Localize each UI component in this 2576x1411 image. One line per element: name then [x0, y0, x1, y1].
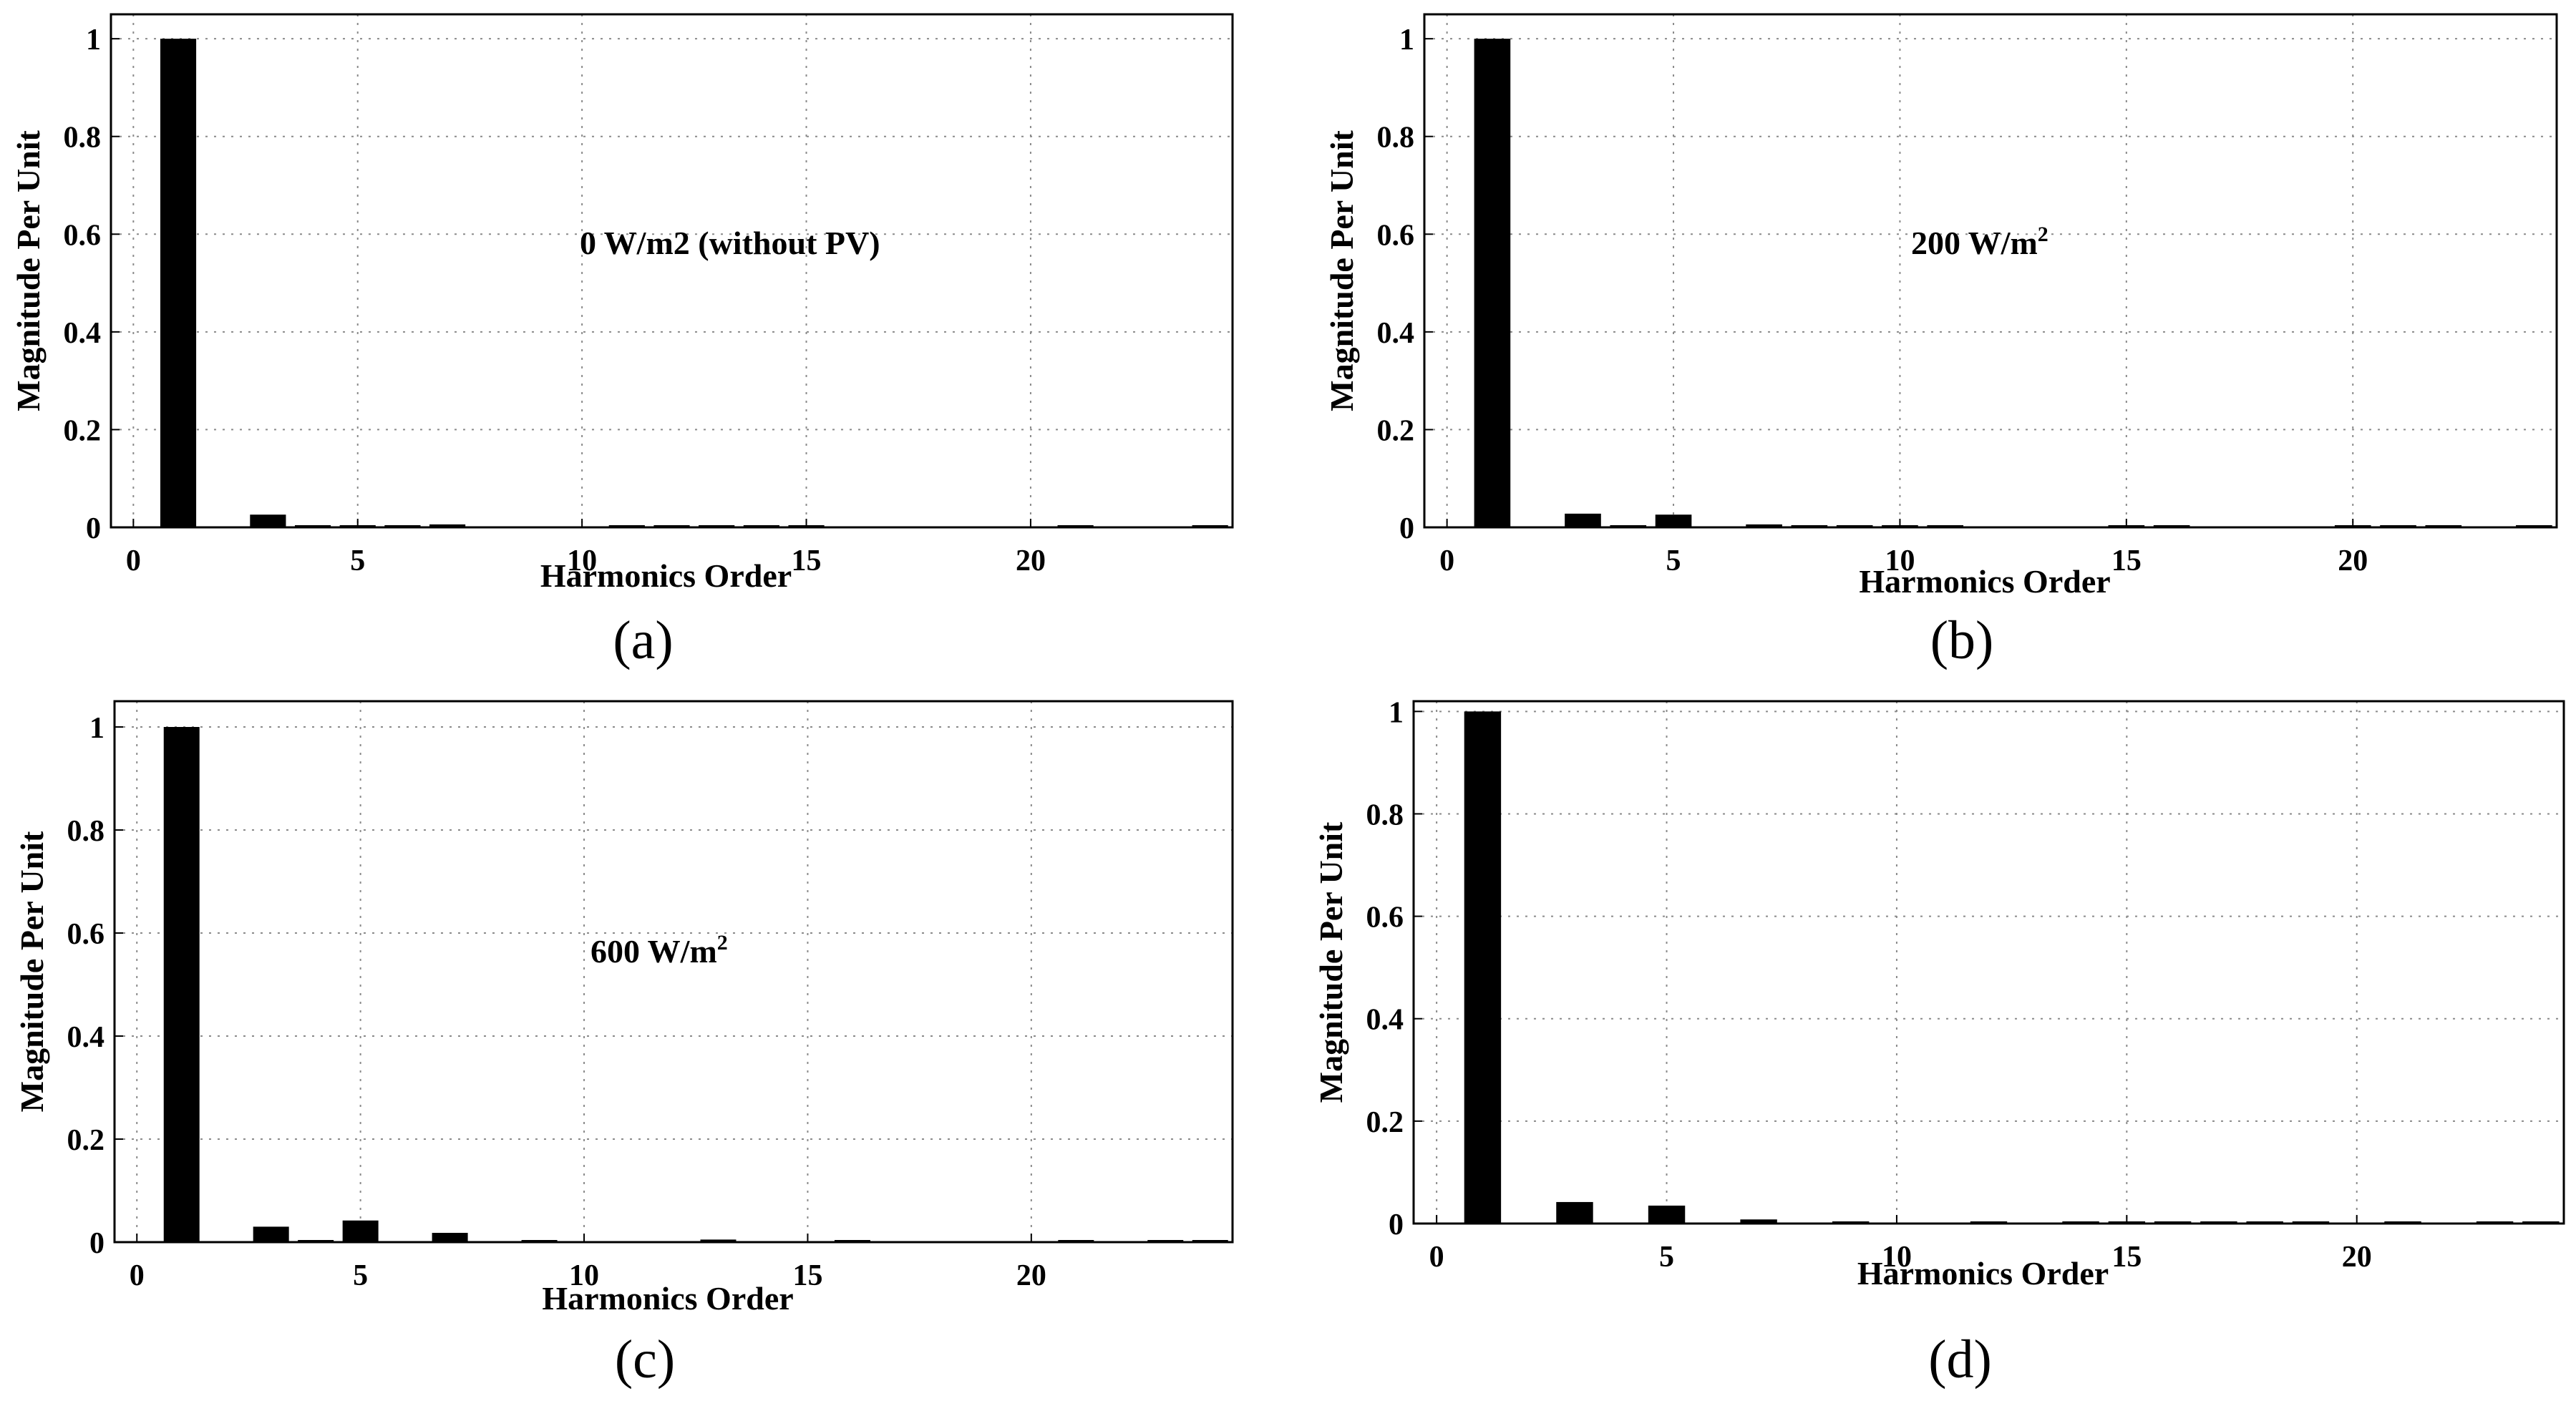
- y-tick-label: 0.6: [1366, 902, 1404, 934]
- y-axis-label: Magnitude Per Unit: [1313, 821, 1349, 1103]
- x-tick-label: 20: [1016, 1259, 1046, 1292]
- y-tick-label: 0.8: [64, 122, 102, 155]
- plot-frame: [110, 13, 1234, 529]
- x-axis-label: Harmonics Order: [1859, 563, 2110, 600]
- x-tick-label: 20: [1016, 545, 1046, 577]
- x-tick-label: 5: [350, 545, 365, 577]
- y-tick-label: 0.2: [67, 1124, 105, 1157]
- x-tick-label: 15: [792, 545, 822, 577]
- bar-harmonic-1: [163, 727, 200, 1242]
- y-tick-label: 0.6: [67, 918, 105, 951]
- y-tick-label: 0.2: [64, 414, 102, 447]
- y-tick-label: 0.8: [67, 815, 105, 848]
- chart-panel-a: 0 5 10 15 20 0 0.2 0.4 0.6 0.8 1 Harmonics Order Mag…: [10, 13, 1234, 670]
- y-tick-label: 0.8: [1377, 122, 1415, 155]
- chart-panel-c: 0 5 10 15 20 0 0.2 0.4 0.6 0.8 1 Harmonics Order Mag…: [14, 700, 1234, 1390]
- irradiance-annotation: 600 W/m2: [590, 931, 728, 970]
- y-tick-label: 0: [86, 512, 101, 545]
- x-tick-label: 0: [1429, 1241, 1444, 1274]
- x-tick-label: 10: [1885, 545, 1915, 577]
- chart-panel-d: 0 5 10 15 20 0 0.2 0.4 0.6 0.8 1 Harmonics Order Mag…: [1313, 696, 2565, 1390]
- y-tick-label: 0.8: [1366, 799, 1404, 831]
- y-tick-label: 1: [86, 24, 101, 57]
- y-tick-label: 0.6: [64, 219, 102, 252]
- y-tick-label: 1: [1389, 696, 1404, 729]
- y-tick-label: 0.4: [1377, 317, 1415, 350]
- y-tick-label: 0.2: [1377, 414, 1415, 447]
- bar-harmonic-1: [160, 39, 197, 527]
- y-axis-label: Magnitude Per Unit: [1323, 130, 1360, 411]
- y-tick-label: 0.2: [1366, 1106, 1404, 1139]
- bar-harmonic-7: [432, 1233, 468, 1242]
- x-tick-label: 5: [1659, 1241, 1674, 1274]
- x-axis-label: Harmonics Order: [540, 557, 792, 594]
- y-tick-label: 1: [1399, 24, 1414, 57]
- y-tick-label: 0.4: [64, 317, 102, 350]
- x-tick-label: 15: [792, 1259, 822, 1292]
- chart-panel-b: 0 5 10 15 20 0 0.2 0.4 0.6 0.8 1 Harmonics Order Mag…: [1323, 13, 2558, 670]
- x-tick-label: 5: [1666, 545, 1681, 577]
- plot-frame: [113, 700, 1234, 1244]
- bar-harmonic-7: [1740, 1219, 1777, 1224]
- y-axis-label: Magnitude Per Unit: [10, 130, 47, 411]
- y-tick-label: 0.4: [67, 1021, 105, 1054]
- y-tick-label: 0: [1399, 512, 1414, 545]
- y-tick-label: 0: [1389, 1209, 1404, 1241]
- bar-harmonic-7: [1746, 524, 1782, 527]
- y-tick-label: 0.4: [1366, 1004, 1404, 1037]
- panel-label: (c): [615, 1329, 675, 1390]
- bar-harmonic-3: [253, 1226, 289, 1242]
- plot-frame: [1412, 700, 2565, 1225]
- x-tick-label: 20: [2338, 545, 2368, 577]
- irradiance-annotation: 0 W/m2 (without PV): [580, 225, 880, 261]
- x-tick-label: 0: [130, 1259, 145, 1292]
- x-tick-label: 10: [1882, 1241, 1912, 1274]
- y-tick-label: 0.6: [1377, 219, 1415, 252]
- bar-harmonic-7: [429, 524, 466, 527]
- y-tick-label: 1: [89, 712, 105, 745]
- plot-frame: [1423, 13, 2558, 529]
- panel-label: (a): [613, 610, 673, 670]
- y-tick-label: 0: [89, 1227, 105, 1260]
- x-axis-label: Harmonics Order: [542, 1280, 793, 1317]
- x-axis-label: Harmonics Order: [1857, 1255, 2109, 1292]
- x-tick-label: 5: [353, 1259, 368, 1292]
- y-axis-label: Magnitude Per Unit: [14, 831, 50, 1112]
- bar-harmonic-3: [250, 514, 286, 527]
- x-tick-label: 10: [567, 545, 597, 577]
- bar-harmonic-3: [1565, 513, 1601, 527]
- x-tick-label: 20: [2342, 1241, 2372, 1274]
- x-tick-label: 0: [1439, 545, 1454, 577]
- irradiance-annotation: 200 W/m2: [1911, 223, 2048, 261]
- x-tick-label: 15: [2111, 1241, 2142, 1274]
- bar-harmonic-3: [1556, 1201, 1593, 1224]
- x-tick-label: 0: [126, 545, 141, 577]
- bar-harmonic-13: [700, 1239, 737, 1242]
- x-tick-label: 10: [569, 1259, 599, 1292]
- panel-label: (d): [1928, 1329, 1992, 1390]
- x-tick-label: 15: [2111, 545, 2142, 577]
- bar-harmonic-1: [1474, 39, 1511, 527]
- bar-harmonic-1: [1464, 711, 1502, 1224]
- panel-label: (b): [1930, 610, 1994, 670]
